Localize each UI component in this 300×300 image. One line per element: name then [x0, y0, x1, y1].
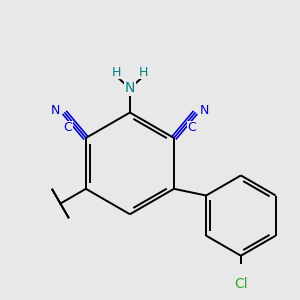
Text: H: H — [139, 66, 148, 79]
Text: N: N — [125, 81, 135, 95]
Text: N: N — [51, 104, 60, 118]
Text: C: C — [188, 121, 197, 134]
Text: H: H — [112, 66, 121, 79]
Text: Cl: Cl — [234, 277, 248, 291]
Text: N: N — [200, 104, 209, 118]
Text: C: C — [63, 121, 72, 134]
